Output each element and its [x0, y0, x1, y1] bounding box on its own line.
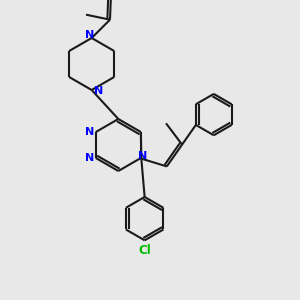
Text: N: N — [94, 86, 103, 96]
Text: N: N — [85, 30, 94, 40]
Text: Cl: Cl — [138, 244, 151, 257]
Text: N: N — [85, 127, 94, 137]
Text: N: N — [138, 151, 147, 161]
Text: N: N — [85, 153, 94, 163]
